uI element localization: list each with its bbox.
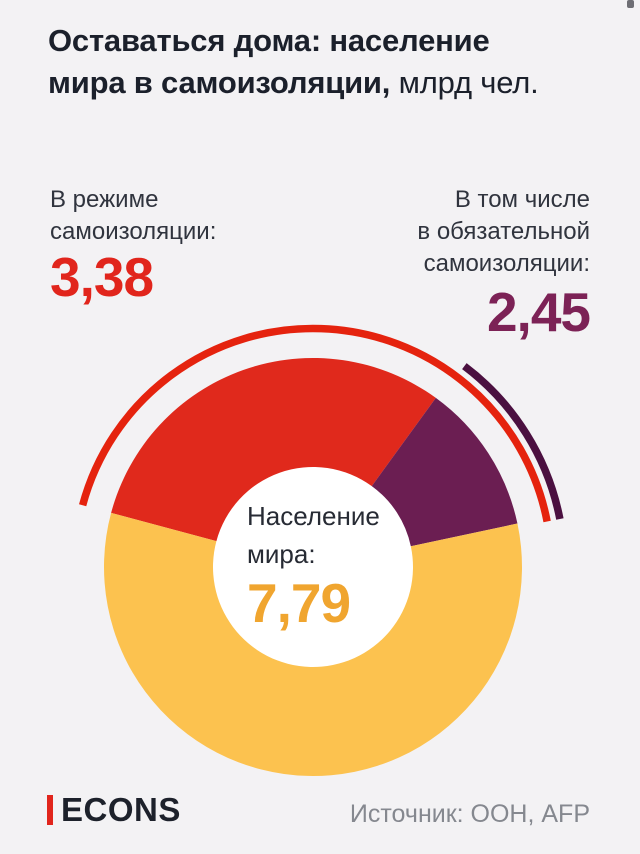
isolation-red-segment (111, 358, 436, 542)
donut-hole (211, 465, 415, 669)
source-credit: Источник: ООН, AFP (349, 800, 590, 828)
world-population-label: Население мира: (247, 501, 380, 569)
stat-mandatory-label: В том числе в обязательной самоизоляции: (417, 186, 590, 277)
total-isolation-ring (79, 324, 551, 523)
logo-red-bar-icon (47, 795, 53, 825)
stat-isolation: В режиме самоизоляции: 3,38 (50, 184, 216, 305)
rest-of-world-yellow-segment (103, 512, 522, 777)
chart-title: Оставаться дома: население мира в самоиз… (48, 20, 553, 104)
isolation-purple-segment (371, 397, 518, 547)
donut-center-label: Население мира: 7,79 (247, 497, 397, 631)
econs-logo: ECONS (47, 791, 181, 828)
stat-isolation-label: В режиме самоизоляции: (50, 186, 217, 245)
logo-text: ECONS (61, 791, 181, 828)
chart-title-main: Оставаться дома: население мира в самоиз… (48, 23, 490, 100)
stat-mandatory-value: 2,45 (486, 281, 591, 343)
stat-mandatory: В том числе в обязательной самоизоляции:… (417, 184, 591, 343)
footer: ECONS Источник: ООН, AFP (0, 791, 640, 835)
stat-isolation-value: 3,38 (50, 246, 154, 308)
mandatory-ring (462, 363, 564, 520)
world-population-value: 7,79 (247, 572, 351, 634)
scrollbar-thumb[interactable] (627, 0, 634, 8)
chart-title-unit: млрд чел. (390, 65, 539, 100)
